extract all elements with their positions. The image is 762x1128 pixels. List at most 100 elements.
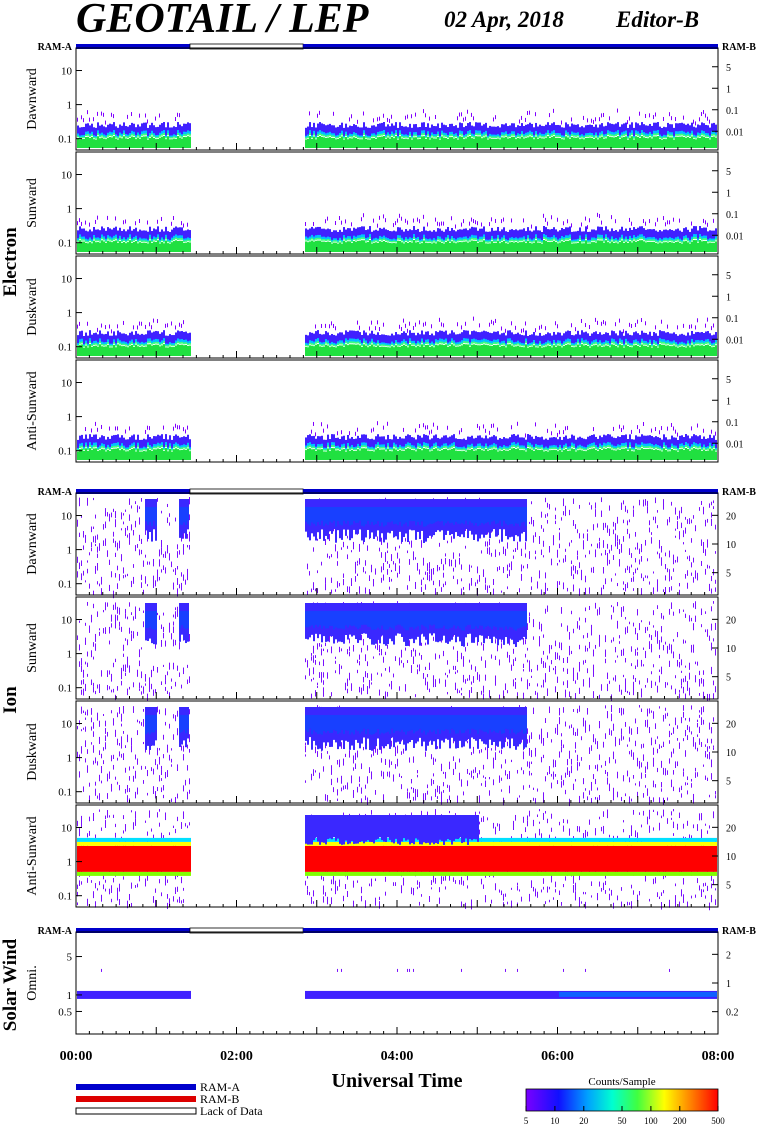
spectrogram-cell [305,443,307,448]
spectrogram-cell [619,126,621,135]
spectrogram-cell [445,344,447,356]
spectrogram-cell [427,441,429,447]
spectrogram-cell [619,336,621,342]
spectrogram-cell [129,498,130,505]
spectrogram-cell [383,442,385,447]
spectrogram-cell [535,441,537,447]
spectrogram-cell [135,331,137,340]
spectrogram-cell [365,338,367,343]
spectrogram-cell [319,122,321,131]
spectrogram-cell [559,131,561,136]
spectrogram-cell [493,321,494,326]
spectrogram-cell [343,541,344,548]
spectrogram-cell [685,137,687,148]
spectrogram-cell [459,430,460,435]
spectrogram-cell [537,242,539,252]
spectrogram-cell [81,515,82,518]
spectrogram-cell [513,448,515,460]
spectrogram-cell [141,136,143,148]
spectrogram-cell [445,435,447,444]
spectrogram-cell [113,448,115,460]
spectrogram-cell [327,553,328,558]
spectrogram-cell [93,345,95,356]
spectrogram-cell [169,346,171,356]
spectrogram-cell [589,243,591,252]
spectrogram-cell [181,449,183,460]
spectrogram-cell [315,227,317,236]
spectrogram-cell [169,334,171,343]
spectrogram-cell [661,451,663,460]
spectrogram-cell [361,440,363,446]
spectrogram-cell [319,442,321,447]
spectrogram-cell [427,425,428,430]
spectrogram-cell [311,442,313,447]
spectrogram-cell [387,335,389,344]
spectrogram-cell [585,131,587,136]
spectrogram-cell [493,423,494,428]
spectrogram-cell [713,122,715,131]
spectrogram-cell [691,426,692,431]
spectrogram-cell [155,344,157,356]
spectrogram-cell [595,337,597,342]
spectrogram-cell [339,137,341,148]
spectrogram-cell [113,227,115,236]
spectrogram-cell [149,507,151,522]
spectrogram-cell [587,345,589,356]
spectrogram-cell [465,330,467,339]
spectrogram-cell [647,235,649,240]
spectrogram-cell [593,126,595,135]
spectrogram-cell [455,125,457,134]
spectrogram-cell [83,234,85,239]
spectrogram-cell [623,230,625,239]
spectrogram-cell [307,335,309,344]
spectrogram-cell [597,320,598,325]
spectrogram-cell [317,113,318,118]
spectrogram-cell [515,127,517,136]
spectrogram-cell [413,345,415,356]
spectrogram-cell [603,112,604,117]
spectrogram-cell [591,130,593,136]
spectrogram-cell [503,233,505,238]
spectrogram-cell [125,138,127,148]
spectrogram-cell [631,439,633,448]
spectrogram-cell [445,137,447,148]
spectrogram-cell [535,128,537,134]
spectrogram-cell [581,318,582,323]
spectrogram-cell [145,346,147,356]
spectrogram-cell [631,136,633,148]
spectrogram-cell [481,241,483,252]
spectrogram-cell [93,333,95,342]
spectrogram-cell [541,442,543,448]
spectrogram-cell [385,218,386,223]
spectrogram-cell [95,139,97,148]
spectrogram-cell [77,125,79,134]
spectrogram-cell [595,331,597,340]
spectrogram-cell [95,235,97,240]
spectrogram-cell [363,111,364,116]
spectrogram-cell [653,229,655,238]
spectrogram-cell [567,130,569,135]
spectrogram-cell [117,242,119,252]
spectrogram-cell [115,126,117,135]
spectrogram-cell [103,234,105,239]
spectrogram-cell [617,108,618,113]
spectrogram-cell [521,123,523,132]
spectrogram-cell [699,232,701,238]
spectrogram-cell [641,330,643,339]
spectrogram-cell [161,539,162,548]
spectrogram-cell [659,430,660,435]
spectrogram-cell [141,439,143,448]
spectrogram-cell [145,324,146,329]
spectrogram-cell [329,439,331,448]
spectrogram-cell [509,235,511,240]
spectrogram-cell [471,125,473,134]
spectrogram-cell [141,574,142,581]
spectrogram-cell [363,330,365,339]
spectrogram-cell [189,123,191,132]
spectrogram-cell [377,434,379,443]
spectrogram-cell [477,435,479,444]
spectrogram-cell [177,233,179,239]
spectrogram-cell [321,507,323,521]
spectrogram-cell [89,440,91,446]
spectrogram-cell [677,432,678,437]
